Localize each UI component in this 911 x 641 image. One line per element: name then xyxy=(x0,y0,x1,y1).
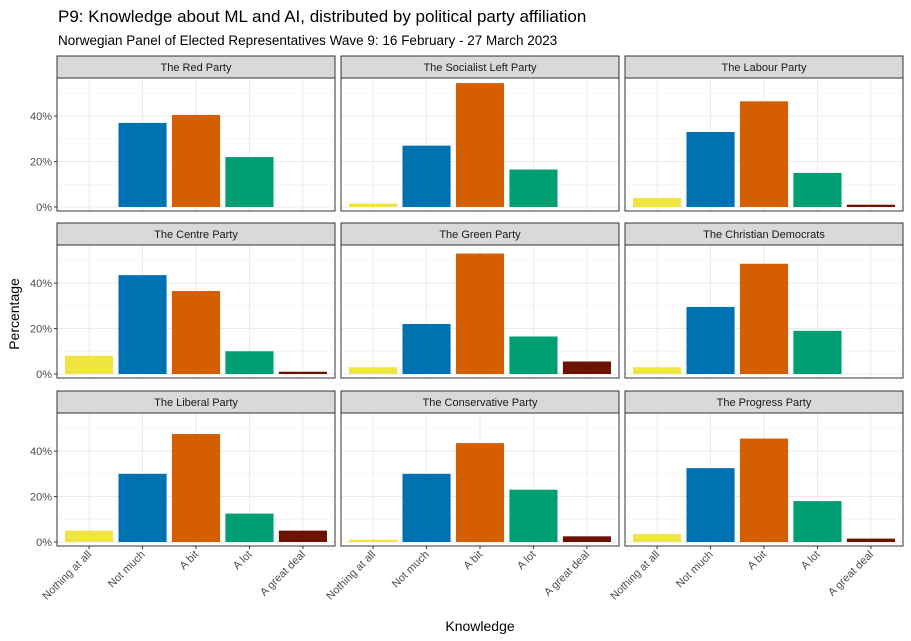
x-tick-label: Not much xyxy=(106,549,148,591)
facet-strip-label: The Labour Party xyxy=(722,62,807,74)
facet-strip-label: The Centre Party xyxy=(154,229,238,241)
bar-a-lot xyxy=(793,172,842,207)
x-tick-label: A lot xyxy=(231,549,255,573)
x-tick-label: A bit xyxy=(461,549,485,573)
bar-a-bit xyxy=(455,443,505,542)
bar-a-lot xyxy=(225,513,274,542)
y-tick-label: 0% xyxy=(36,537,52,549)
bar-a-bit xyxy=(739,101,789,207)
bar-not-much xyxy=(402,473,451,542)
bar-a-great-deal xyxy=(278,530,327,542)
bar-a-bit xyxy=(455,253,505,374)
panel-border xyxy=(624,77,904,212)
bar-nothing-at-all xyxy=(633,197,682,207)
facet-the-green-party: The Green Party xyxy=(340,222,620,379)
bar-not-much xyxy=(402,324,451,374)
bar-a-great-deal xyxy=(278,371,327,374)
x-tick-label: A bit xyxy=(745,549,769,573)
facet-the-labour-party: The Labour Party xyxy=(624,55,904,212)
bar-not-much xyxy=(118,275,167,374)
facet-the-christian-democrats: The Christian Democrats xyxy=(624,222,904,379)
bar-nothing-at-all xyxy=(349,203,398,207)
bar-not-much xyxy=(686,468,735,542)
y-tick-label: 40% xyxy=(30,446,52,458)
facet-strip-label: The Red Party xyxy=(161,62,232,74)
bar-nothing-at-all xyxy=(633,534,682,542)
bar-a-great-deal xyxy=(562,536,611,542)
x-tick-label: A great deal xyxy=(258,549,308,599)
bar-a-bit xyxy=(171,434,221,542)
bar-a-bit xyxy=(739,438,789,542)
x-tick-label: A great deal xyxy=(826,549,876,599)
bar-nothing-at-all xyxy=(633,367,682,374)
facet-strip-label: The Progress Party xyxy=(717,397,812,409)
bar-a-bit xyxy=(171,114,221,207)
chart-title: P9: Knowledge about ML and AI, distribut… xyxy=(58,7,586,26)
facet-the-conservative-party: The Conservative Party Nothing at all Not … xyxy=(324,390,620,603)
x-axis-title: Knowledge xyxy=(445,618,514,634)
facet-the-progress-party: The Progress Party Nothing at all Not much… xyxy=(608,390,904,603)
x-tick-label: Nothing at all xyxy=(608,549,662,603)
y-tick-label: 20% xyxy=(30,492,52,504)
facet-strip-label: The Conservative Party xyxy=(423,397,538,409)
bar-nothing-at-all xyxy=(65,355,114,374)
bar-a-lot xyxy=(225,157,274,207)
facet-strip-label: The Christian Democrats xyxy=(703,229,825,241)
x-tick-label: A lot xyxy=(515,549,539,573)
bar-nothing-at-all xyxy=(65,530,114,542)
y-tick-label: 0% xyxy=(36,369,52,381)
bar-not-much xyxy=(402,145,451,207)
facet-the-red-party: The Red Party 0% 20% 40% xyxy=(30,55,336,214)
x-tick-label: Nothing at all xyxy=(324,549,378,603)
x-tick-label: Nothing at all xyxy=(40,549,94,603)
x-tick-label: A great deal xyxy=(542,549,592,599)
x-tick-label: A lot xyxy=(799,549,823,573)
x-tick-label: A bit xyxy=(177,549,201,573)
bar-a-lot xyxy=(225,351,274,374)
bar-a-bit xyxy=(455,83,505,207)
facet-strip-label: The Green Party xyxy=(439,229,521,241)
x-tick-label: Not much xyxy=(390,549,432,591)
y-axis-title: Percentage xyxy=(6,278,22,350)
panel-border xyxy=(56,77,336,212)
panel-border xyxy=(56,244,336,379)
facet-strip-label: The Socialist Left Party xyxy=(423,62,537,74)
panel-border xyxy=(340,77,620,212)
facet-strip-label: The Liberal Party xyxy=(154,397,238,409)
panel-border xyxy=(624,244,904,379)
bar-a-lot xyxy=(793,330,842,374)
bar-not-much xyxy=(118,473,167,542)
bar-a-lot xyxy=(509,489,558,542)
bar-not-much xyxy=(686,306,735,374)
y-tick-label: 40% xyxy=(30,278,52,290)
bar-not-much xyxy=(686,132,735,207)
facet-the-liberal-party: The Liberal Party 0% 20% 40% Nothing at all N… xyxy=(30,390,336,603)
bar-a-bit xyxy=(171,291,221,374)
y-tick-label: 40% xyxy=(30,111,52,123)
panel-border xyxy=(340,244,620,379)
bar-not-much xyxy=(118,122,167,207)
chart-subtitle: Norwegian Panel of Elected Representativ… xyxy=(58,33,557,48)
facet-the-socialist-left-party: The Socialist Left Party xyxy=(340,55,620,212)
y-tick-label: 20% xyxy=(30,157,52,169)
facet-the-centre-party: The Centre Party 0% 20% 40% xyxy=(30,222,336,381)
bar-nothing-at-all xyxy=(349,367,398,374)
y-tick-label: 20% xyxy=(30,324,52,336)
bar-a-great-deal xyxy=(846,204,895,207)
facet-panels: The Red Party 0% 20% 40% The Socialist Left … xyxy=(30,55,904,603)
bar-a-lot xyxy=(509,336,558,374)
bar-a-bit xyxy=(739,263,789,374)
y-tick-label: 0% xyxy=(36,202,52,214)
bar-a-great-deal xyxy=(562,361,611,374)
bar-a-great-deal xyxy=(846,538,895,542)
bar-nothing-at-all xyxy=(349,539,398,542)
x-tick-label: Not much xyxy=(674,549,716,591)
bar-a-lot xyxy=(793,501,842,542)
bar-a-lot xyxy=(509,169,558,207)
